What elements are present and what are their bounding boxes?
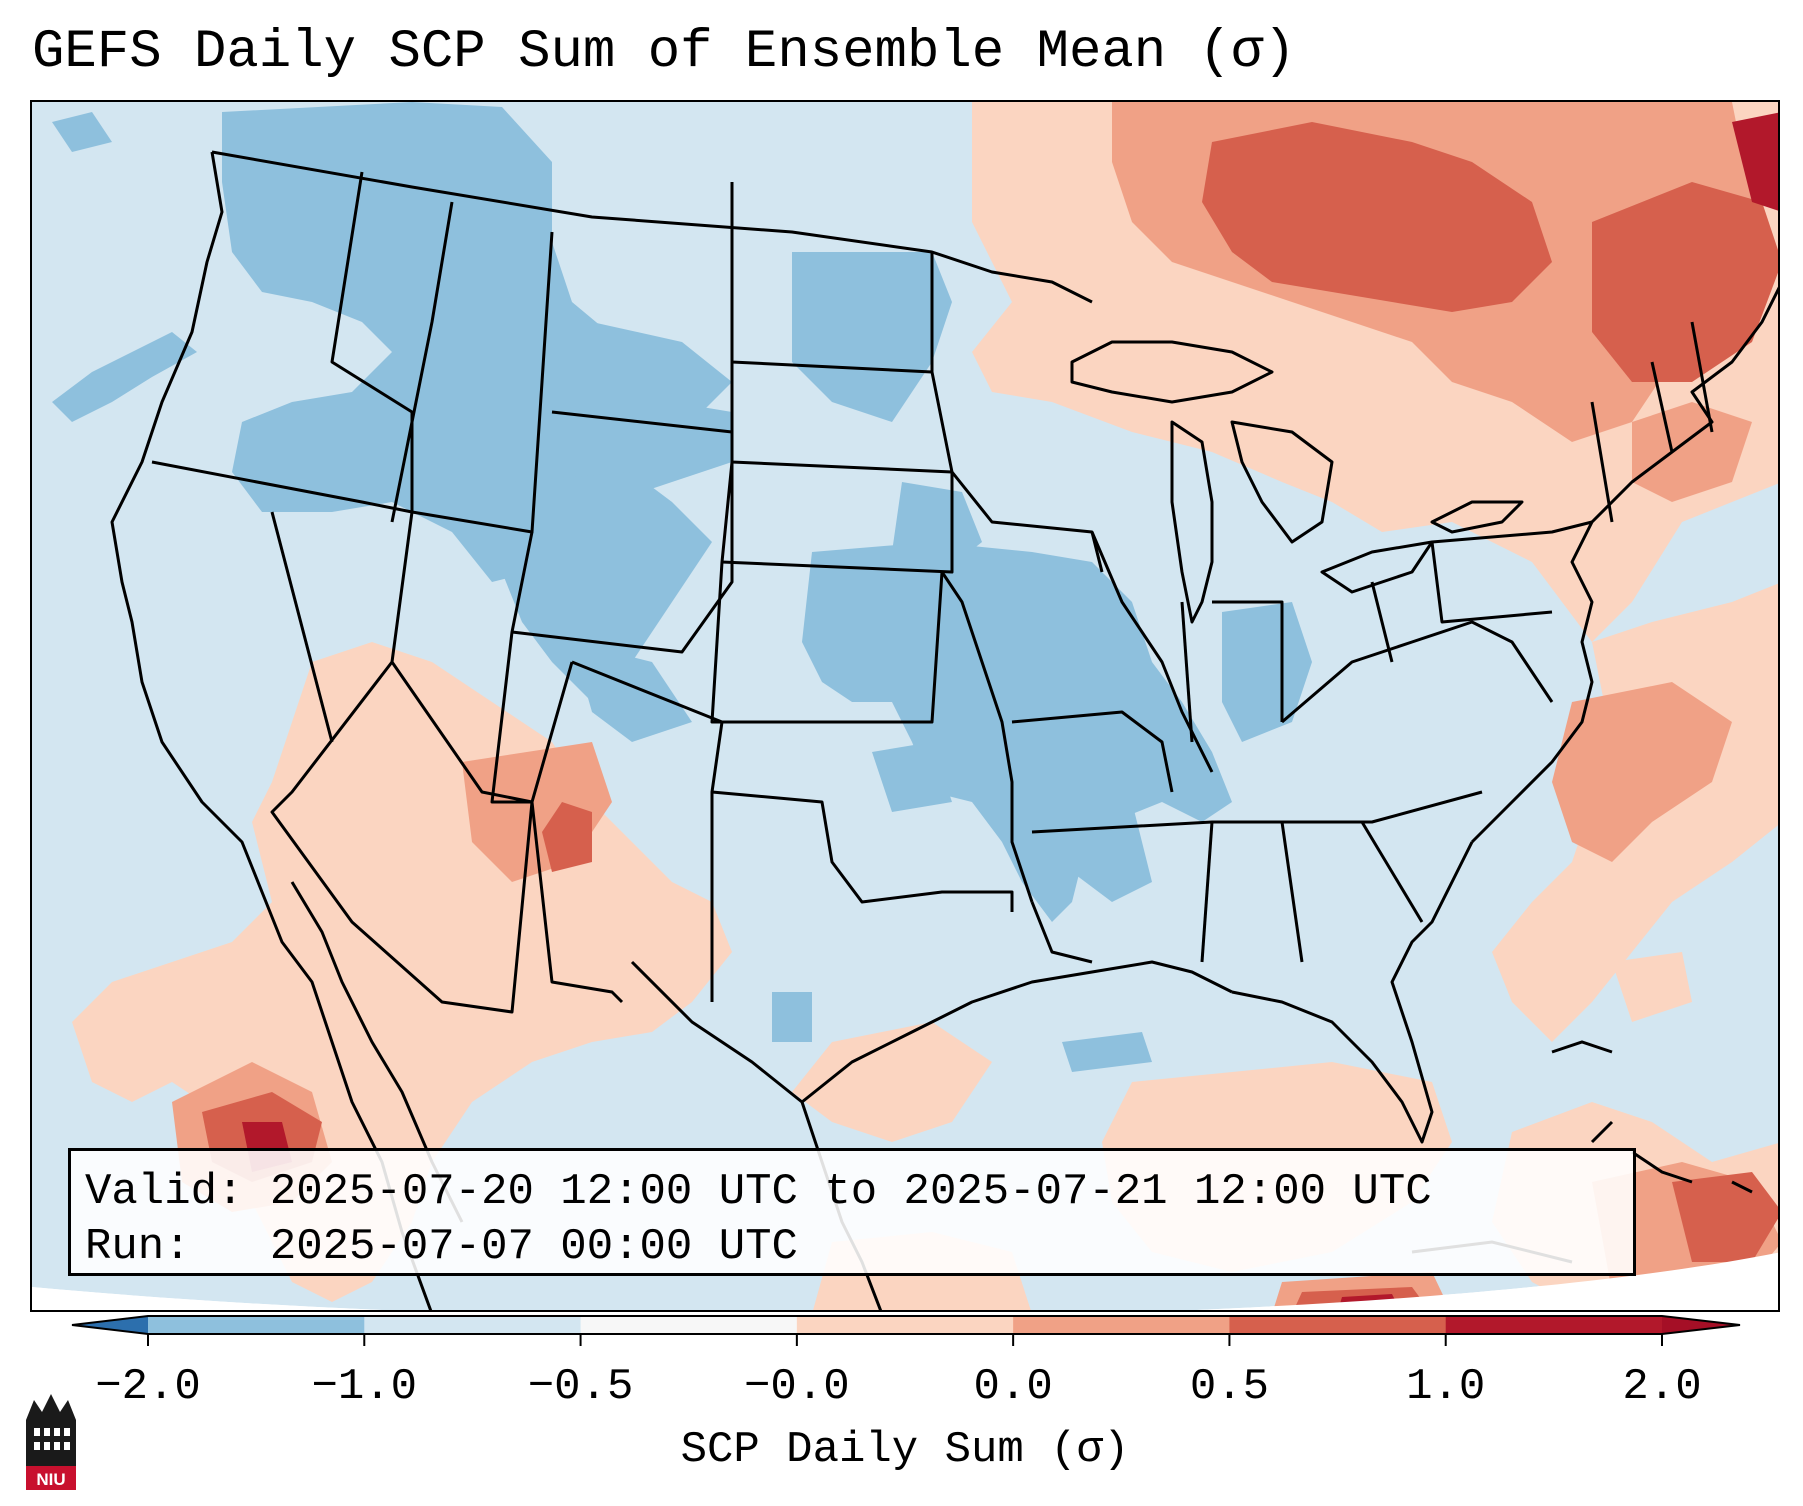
run-label: Run: <box>85 1222 191 1272</box>
colorbar-segment <box>796 1316 1014 1334</box>
lake-erie <box>1320 540 1434 594</box>
lake-huron <box>1230 420 1334 544</box>
logo-text: NIU <box>36 1470 65 1489</box>
validity-info-box: Valid: 2025-07-20 12:00 UTC to 2025-07-2… <box>68 1148 1636 1276</box>
colorbar-tick-label: −1.0 <box>311 1362 418 1412</box>
valid-line: Valid: 2025-07-20 12:00 UTC to 2025-07-2… <box>85 1165 1619 1220</box>
colorbar-over-triangle <box>1662 1316 1740 1334</box>
valid-value: 2025-07-20 12:00 UTC to 2025-07-21 12:00… <box>269 1167 1432 1217</box>
colorbar <box>71 1315 1741 1346</box>
colorbar-tick-label: 0.0 <box>973 1362 1053 1412</box>
map-title: GEFS Daily SCP Sum of Ensemble Mean (σ) <box>32 22 1296 83</box>
colorbar-segment <box>1229 1316 1447 1334</box>
colorbar-tick-label: 1.0 <box>1406 1362 1486 1412</box>
lake-michigan <box>1170 420 1214 624</box>
negative-anomaly-field <box>52 102 1312 1072</box>
colorbar-tick-label: 0.5 <box>1189 1362 1270 1412</box>
valid-label: Valid: <box>85 1167 244 1217</box>
colorbar-under-triangle <box>72 1316 148 1334</box>
positive-anomaly-field-dark <box>202 122 1778 1310</box>
colorbar-label: SCP Daily Sum (σ) <box>680 1425 1130 1475</box>
atlantic-coastline <box>1470 286 1778 844</box>
boundaries <box>110 150 1778 1310</box>
colorbar-tick-label: −2.0 <box>95 1362 201 1412</box>
lake-superior <box>1070 340 1274 404</box>
colorbar-segment <box>148 1316 365 1334</box>
colorbar-segment <box>1013 1316 1230 1334</box>
colorbar-tick-marks <box>147 1334 1663 1346</box>
colorbar-segments <box>71 1315 1741 1335</box>
colorbar-segment <box>1445 1316 1663 1334</box>
map-canvas <box>32 102 1778 1310</box>
colorbar-segment <box>364 1316 582 1334</box>
colorbar-tick-label: −0.0 <box>744 1362 850 1412</box>
lake-ontario <box>1430 500 1524 534</box>
colorbar-segment <box>580 1316 798 1334</box>
map-panel <box>30 100 1780 1312</box>
us-canada-border <box>211 150 1093 304</box>
colorbar-tick-label: 2.0 <box>1622 1362 1702 1412</box>
pacific-coastline <box>110 151 433 1310</box>
run-value: 2025-07-07 00:00 UTC <box>269 1222 798 1272</box>
run-line: Run: 2025-07-07 00:00 UTC <box>85 1220 1619 1275</box>
projection-boundary <box>32 1252 1778 1310</box>
colorbar-tick-label: −0.5 <box>527 1362 634 1412</box>
niu-tower-icon: NIU <box>26 1394 76 1490</box>
